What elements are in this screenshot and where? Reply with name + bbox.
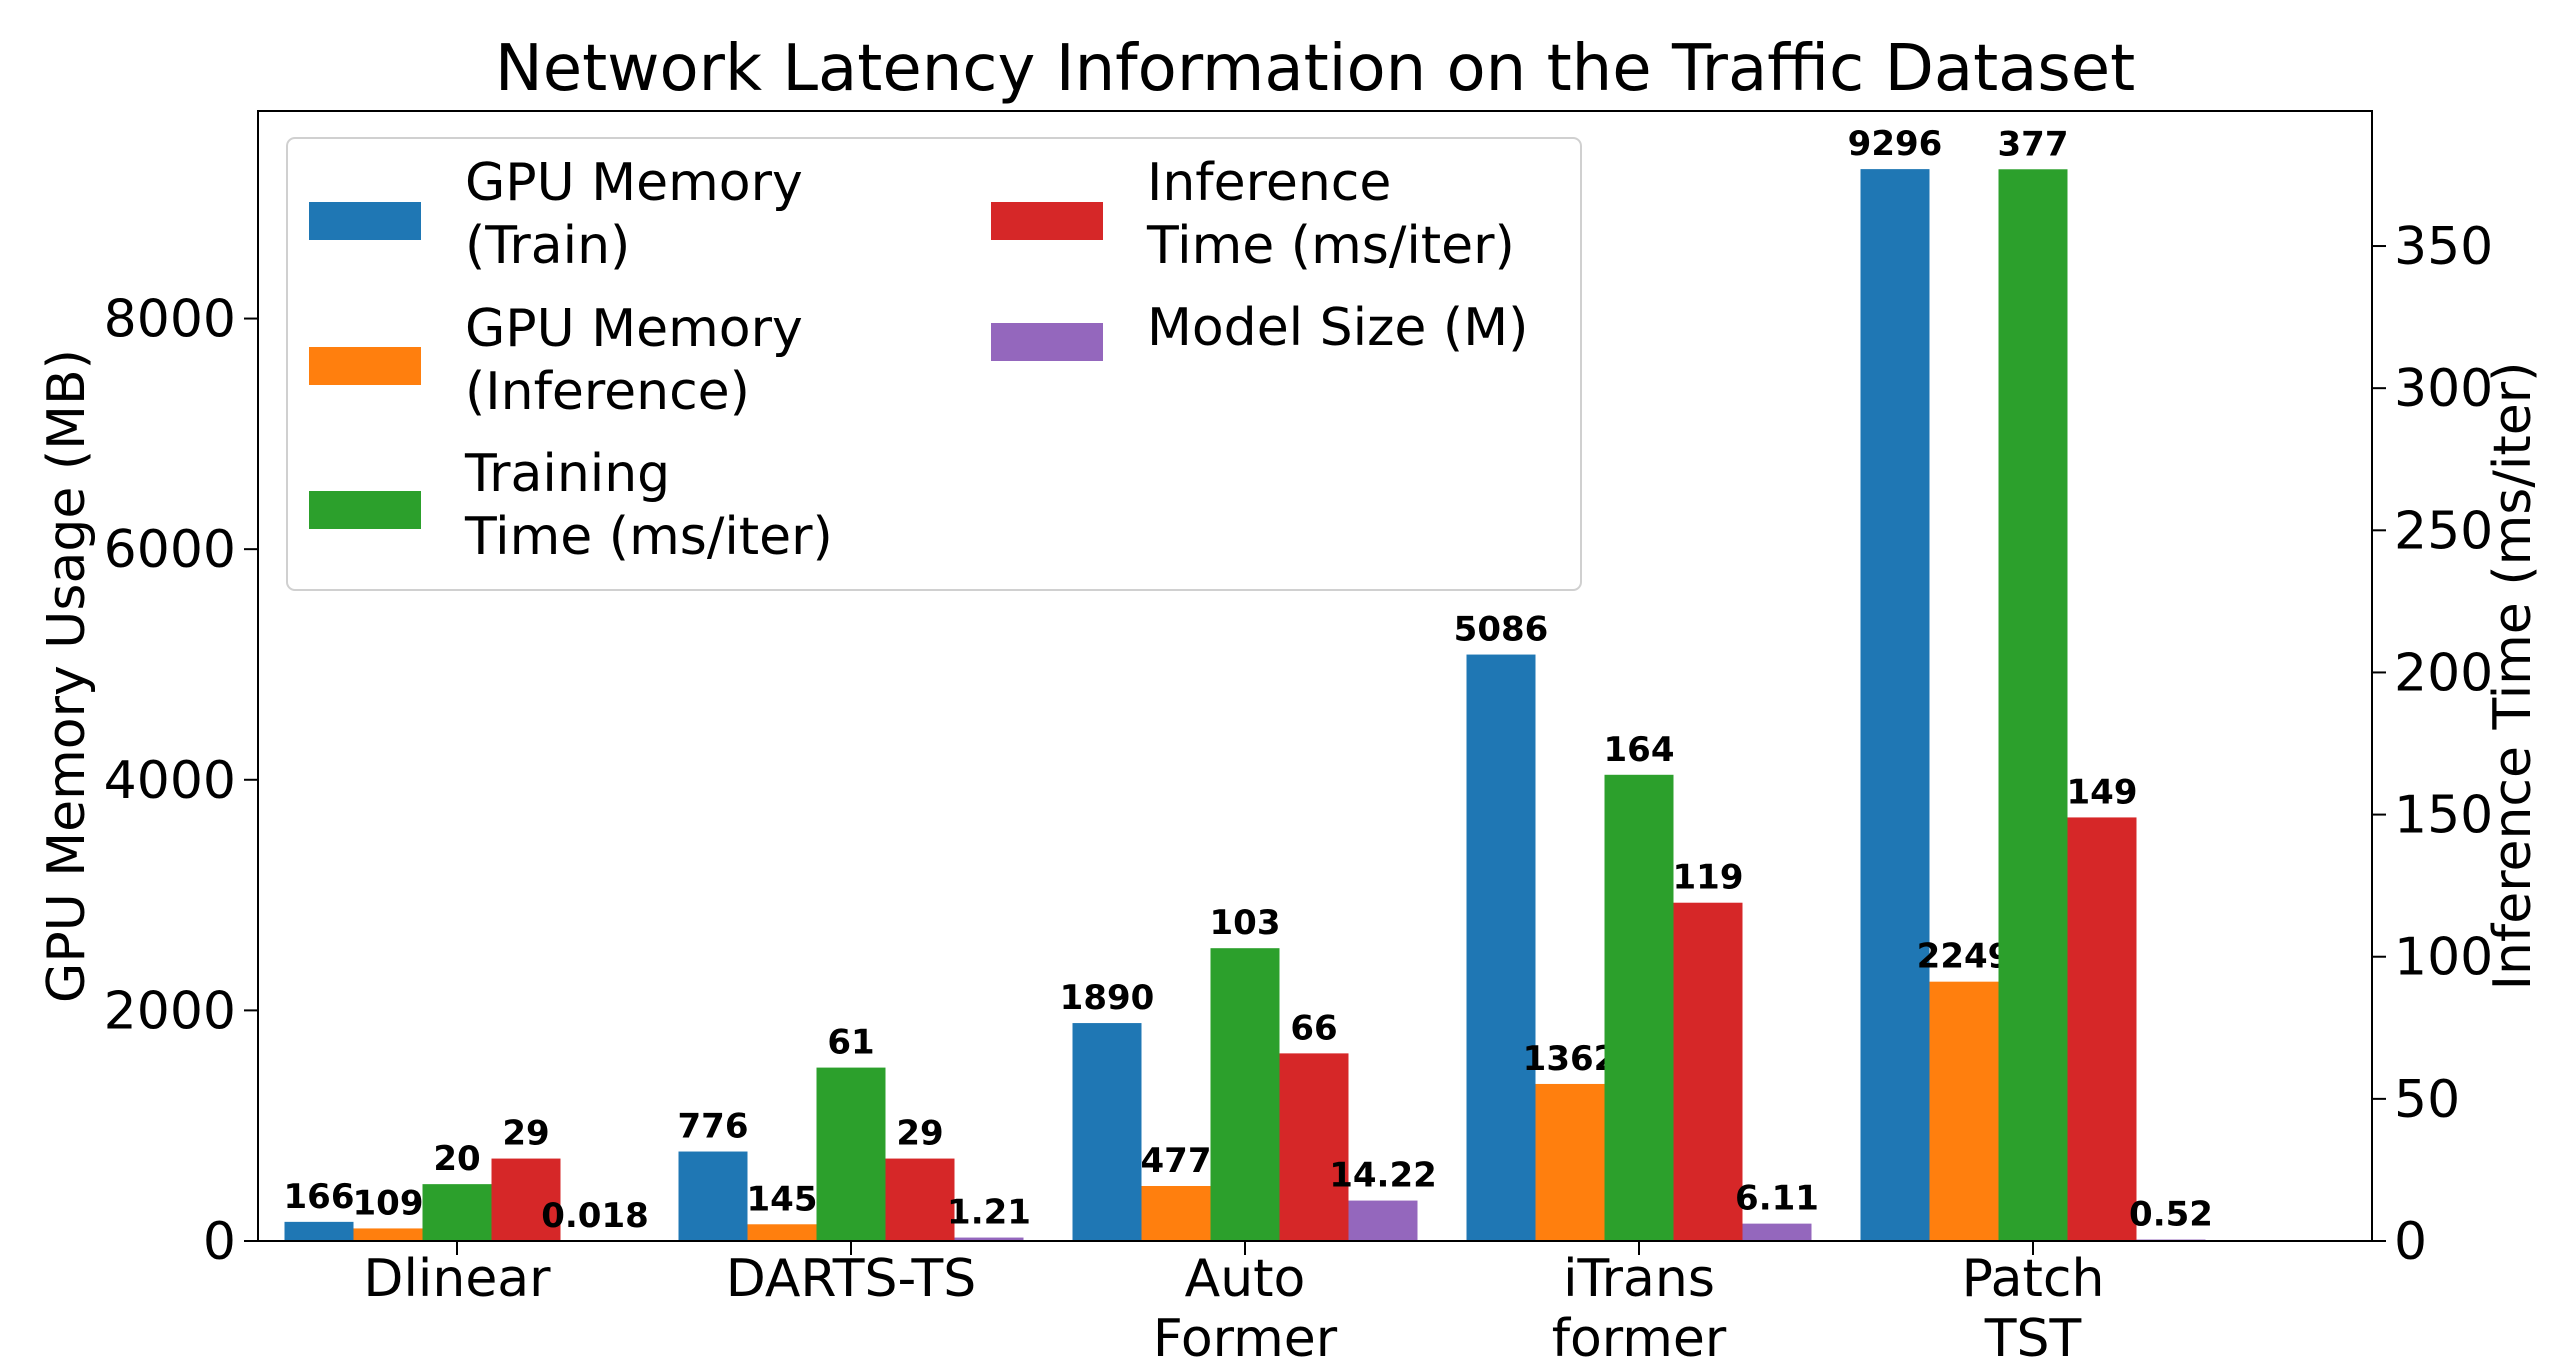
x-tick-label-3-line-0: iTrans — [1563, 1249, 1715, 1309]
data-label-series-3-cat-3: 119 — [1673, 858, 1744, 898]
data-label-series-1-cat-3: 1362 — [1523, 1039, 1618, 1079]
legend-swatch-0 — [309, 202, 421, 240]
data-label-series-2-cat-3: 164 — [1604, 730, 1675, 770]
x-tick-label-2-line-0: Auto — [1185, 1249, 1306, 1309]
bar-series-1-cat-0 — [353, 1228, 423, 1241]
y-tick-label-0: 0 — [203, 1212, 236, 1272]
data-label-series-1-cat-4: 2249 — [1917, 937, 2012, 977]
x-tick-label-1-line-0: DARTS-TS — [726, 1249, 977, 1309]
y-tick-label-1: 2000 — [104, 981, 236, 1041]
x-tick-label-4-line-1: TST — [1984, 1309, 2082, 1368]
data-label-series-0-cat-4: 9296 — [1848, 124, 1943, 164]
legend-label-0-line-1: (Train) — [465, 216, 630, 276]
legend-label-1-line-0: GPU Memory — [465, 299, 803, 359]
data-label-series-2-cat-2: 103 — [1210, 903, 1281, 943]
bar-series-1-cat-3 — [1535, 1083, 1605, 1241]
data-label-series-3-cat-4: 149 — [2067, 772, 2138, 812]
y2-tick-label-7: 350 — [2394, 217, 2493, 277]
bar-series-1-cat-4 — [1929, 981, 1999, 1241]
x-tick-label-3-line-1: former — [1552, 1309, 1727, 1368]
bar-series-3-cat-3 — [1673, 902, 1743, 1241]
bar-series-3-cat-4 — [2067, 817, 2137, 1241]
bar-series-3-cat-2 — [1279, 1053, 1349, 1241]
y2-axis-label: Inference Time (ms/iter) — [2483, 362, 2543, 991]
y2-tick-label-0: 0 — [2394, 1212, 2427, 1272]
bar-series-0-cat-2 — [1072, 1023, 1142, 1241]
data-label-series-1-cat-0: 109 — [353, 1183, 424, 1223]
data-label-series-4-cat-1: 1.21 — [947, 1193, 1031, 1233]
legend-swatch-3 — [991, 202, 1103, 240]
data-label-series-0-cat-2: 1890 — [1060, 978, 1155, 1018]
data-label-series-1-cat-1: 145 — [747, 1179, 818, 1219]
bar-series-2-cat-4 — [1998, 169, 2068, 1241]
bar-series-0-cat-0 — [284, 1221, 354, 1241]
y2-tick-label-4: 200 — [2394, 643, 2493, 703]
y-axis-label: GPU Memory Usage (MB) — [37, 349, 97, 1003]
legend-label-0-line-0: GPU Memory — [465, 153, 803, 213]
bar-series-4-cat-1 — [954, 1237, 1024, 1241]
data-label-series-2-cat-0: 20 — [433, 1139, 480, 1179]
data-label-series-4-cat-3: 6.11 — [1735, 1179, 1819, 1219]
legend-label-3-line-0: Inference — [1147, 153, 1391, 213]
legend-swatch-4 — [991, 323, 1103, 361]
bar-series-1-cat-2 — [1141, 1185, 1211, 1241]
legend-swatch-1 — [309, 347, 421, 385]
plot-frame — [257, 110, 2373, 1242]
legend-swatch-2 — [309, 491, 421, 529]
y-tick-label-3: 6000 — [104, 520, 236, 580]
bar-series-2-cat-2 — [1210, 948, 1280, 1241]
x-tick-label-2-line-1: Former — [1153, 1309, 1338, 1368]
data-label-series-1-cat-2: 477 — [1141, 1141, 1212, 1181]
data-label-series-0-cat-1: 776 — [678, 1107, 749, 1147]
data-label-series-2-cat-4: 377 — [1998, 124, 2069, 164]
bar-series-0-cat-1 — [678, 1151, 748, 1241]
bar-series-2-cat-1 — [816, 1067, 886, 1241]
data-label-series-3-cat-2: 66 — [1290, 1008, 1337, 1048]
bar-series-0-cat-3 — [1466, 654, 1536, 1241]
data-label-series-4-cat-0: 0.018 — [541, 1196, 649, 1236]
bar-series-0-cat-4 — [1860, 169, 1930, 1242]
y-tick-label-4: 8000 — [104, 290, 236, 350]
bar-series-4-cat-3 — [1742, 1223, 1812, 1241]
bar-series-4-cat-2 — [1348, 1200, 1418, 1241]
chart-title: Network Latency Information on the Traff… — [495, 32, 2135, 106]
y2-tick-label-1: 50 — [2394, 1070, 2460, 1130]
y2-tick-label-5: 250 — [2394, 501, 2493, 561]
data-label-series-3-cat-0: 29 — [502, 1114, 549, 1154]
bar-series-2-cat-0 — [422, 1184, 492, 1241]
bar-series-3-cat-0 — [491, 1158, 561, 1241]
data-label-series-2-cat-1: 61 — [827, 1023, 874, 1063]
legend-label-4-line-0: Model Size (M) — [1147, 298, 1528, 358]
bar-series-3-cat-1 — [885, 1158, 955, 1241]
legend-box — [286, 137, 1582, 591]
data-label-series-3-cat-1: 29 — [896, 1114, 943, 1154]
bar-series-1-cat-1 — [747, 1224, 817, 1241]
x-tick-label-4-line-0: Patch — [1962, 1249, 2105, 1309]
legend-label-2-line-1: Time (ms/iter) — [464, 507, 833, 567]
data-label-series-0-cat-0: 166 — [284, 1177, 355, 1217]
legend-label-2-line-0: Training — [464, 444, 670, 504]
legend-label-3-line-1: Time (ms/iter) — [1146, 216, 1515, 276]
y-tick-label-2: 4000 — [104, 751, 236, 811]
y2-tick-label-2: 100 — [2394, 928, 2493, 988]
x-tick-label-0-line-0: Dlinear — [363, 1249, 551, 1309]
data-label-series-0-cat-3: 5086 — [1454, 610, 1549, 650]
y2-tick-label-6: 300 — [2394, 359, 2493, 419]
bar-series-2-cat-3 — [1604, 774, 1674, 1241]
legend-label-1-line-1: (Inference) — [465, 362, 750, 422]
data-label-series-4-cat-4: 0.52 — [2129, 1195, 2213, 1235]
data-label-series-4-cat-2: 14.22 — [1329, 1156, 1437, 1196]
y2-tick-label-3: 150 — [2394, 786, 2493, 846]
